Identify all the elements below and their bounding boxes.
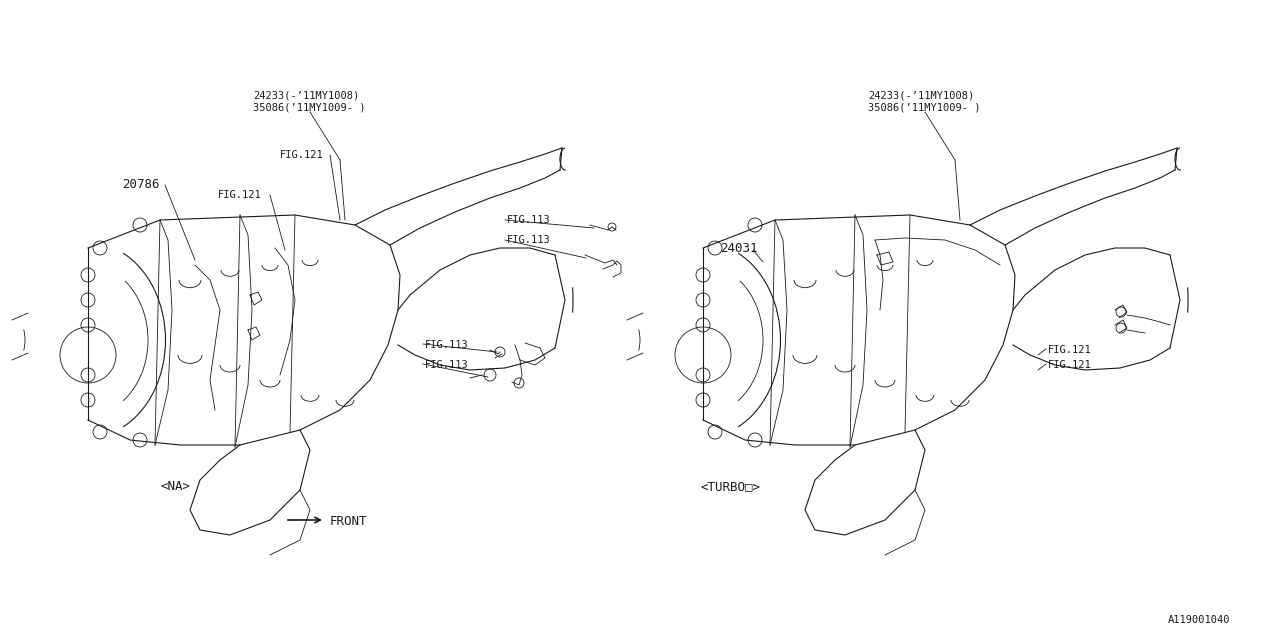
Text: <NA>: <NA>	[160, 480, 189, 493]
Text: FIG.113: FIG.113	[507, 235, 550, 245]
Text: FIG.113: FIG.113	[425, 340, 468, 350]
Text: A119001040: A119001040	[1167, 615, 1230, 625]
Text: FIG.113: FIG.113	[507, 215, 550, 225]
Text: FIG.121: FIG.121	[1048, 345, 1092, 355]
Text: FIG.113: FIG.113	[425, 360, 468, 370]
Text: FIG.121: FIG.121	[218, 190, 261, 200]
Text: FRONT: FRONT	[330, 515, 367, 528]
Text: <TURBO□>: <TURBO□>	[700, 480, 760, 493]
Text: 24233(-’11MY1008): 24233(-’11MY1008)	[253, 90, 360, 100]
Text: 35086(’11MY1009- ): 35086(’11MY1009- )	[253, 102, 366, 112]
Text: 20786: 20786	[122, 178, 160, 191]
Text: 24233(-’11MY1008): 24233(-’11MY1008)	[868, 90, 974, 100]
Text: 35086(’11MY1009- ): 35086(’11MY1009- )	[868, 102, 980, 112]
Text: FIG.121: FIG.121	[280, 150, 324, 160]
Text: FIG.121: FIG.121	[1048, 360, 1092, 370]
Text: 24031: 24031	[721, 242, 758, 255]
